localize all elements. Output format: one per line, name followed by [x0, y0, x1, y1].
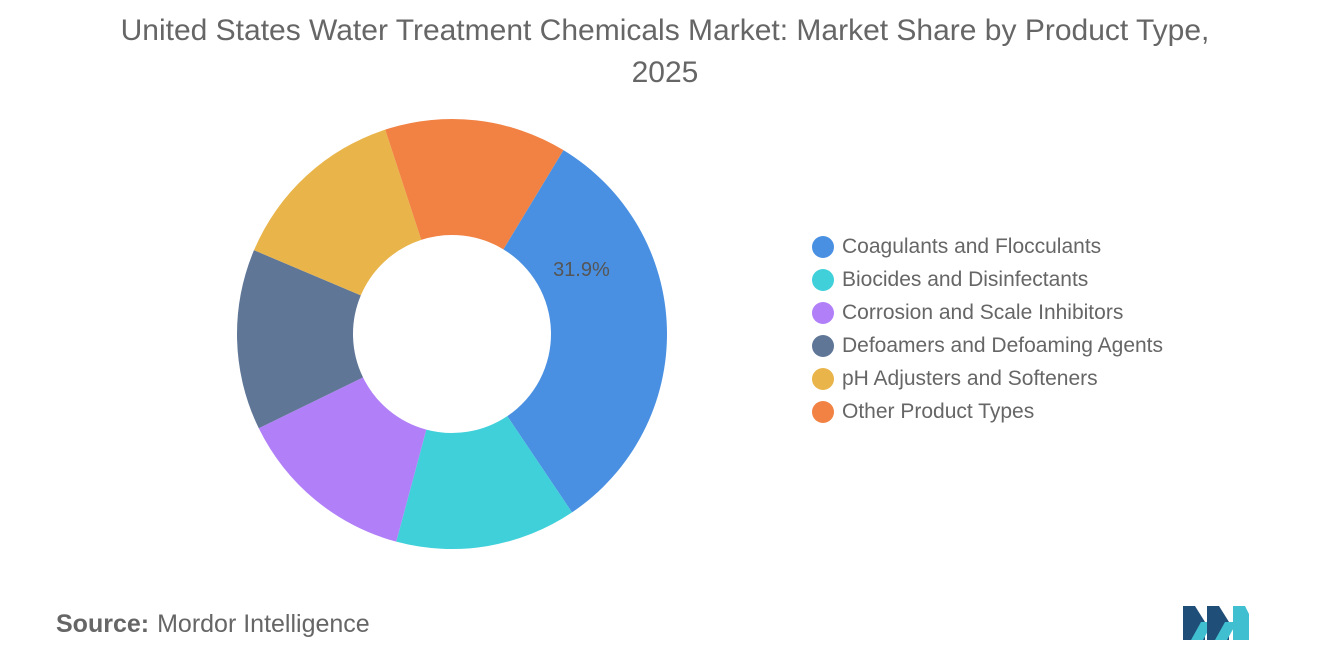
legend-label: Defoamers and Defoaming Agents — [842, 333, 1164, 357]
legend-label: pH Adjusters and Softeners — [842, 366, 1098, 390]
source-value: Mordor Intelligence — [157, 610, 370, 638]
legend-item: Other Product Types — [812, 395, 1163, 428]
legend-swatch-icon — [812, 235, 834, 258]
chart-title: United States Water Treatment Chemicals … — [120, 14, 1210, 89]
legend-swatch-icon — [812, 301, 834, 324]
legend-swatch-icon — [812, 334, 834, 357]
legend-item: Coagulants and Flocculants — [812, 230, 1163, 263]
slice-biocides-and-disinfectants — [396, 416, 573, 549]
legend-item: Corrosion and Scale Inhibitors — [812, 296, 1163, 329]
slice-ph-adjusters-and-softeners — [254, 129, 422, 296]
mordor-intelligence-logo — [1183, 606, 1249, 640]
legend-item: Biocides and Disinfectants — [812, 263, 1163, 296]
slice-other-product-types — [385, 119, 564, 250]
legend-label: Coagulants and Flocculants — [842, 234, 1102, 258]
slice-defoamers-and-defoaming-agents — [236, 250, 364, 429]
legend-label: Biocides and Disinfectants — [842, 267, 1089, 291]
legend-item: Defoamers and Defoaming Agents — [812, 329, 1163, 362]
source-note: Source: Mordor Intelligence — [56, 610, 370, 639]
slice-corrosion-and-scale-inhibitors — [258, 377, 427, 542]
source-label: Source: — [56, 610, 150, 638]
slice-coagulants-and-flocculants — [503, 150, 667, 513]
slice-value-label: 31.9% — [553, 259, 610, 281]
chart-legend: Coagulants and Flocculants Biocides and D… — [812, 230, 1163, 428]
legend-label: Other Product Types — [842, 399, 1035, 423]
legend-item: pH Adjusters and Softeners — [812, 362, 1163, 395]
legend-swatch-icon — [812, 268, 834, 291]
legend-label: Corrosion and Scale Inhibitors — [842, 300, 1124, 324]
legend-swatch-icon — [812, 400, 834, 423]
legend-swatch-icon — [812, 367, 834, 390]
